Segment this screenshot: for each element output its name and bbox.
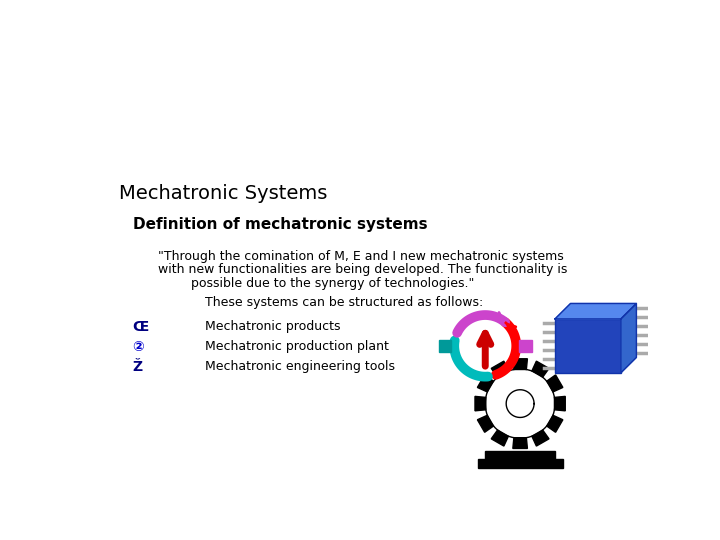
Text: Mechatronic engineering tools: Mechatronic engineering tools xyxy=(204,361,395,374)
Text: Ž: Ž xyxy=(132,361,143,374)
Polygon shape xyxy=(621,303,636,373)
Polygon shape xyxy=(532,430,549,446)
Polygon shape xyxy=(554,396,565,411)
Polygon shape xyxy=(546,415,563,433)
Polygon shape xyxy=(491,430,508,446)
Polygon shape xyxy=(477,415,493,433)
Polygon shape xyxy=(546,375,563,392)
Polygon shape xyxy=(555,303,636,319)
Polygon shape xyxy=(477,375,493,392)
Polygon shape xyxy=(475,396,486,411)
Text: Œ: Œ xyxy=(132,320,149,334)
Polygon shape xyxy=(513,438,528,448)
Polygon shape xyxy=(477,459,563,468)
Bar xyxy=(438,340,451,352)
Polygon shape xyxy=(485,369,555,438)
Text: ②: ② xyxy=(132,340,145,354)
Text: Definition of mechatronic systems: Definition of mechatronic systems xyxy=(132,217,427,232)
Text: These systems can be structured as follows:: These systems can be structured as follo… xyxy=(204,296,483,309)
Text: Mechatronic Systems: Mechatronic Systems xyxy=(120,184,328,203)
Polygon shape xyxy=(485,450,555,459)
Text: Mechatronic products: Mechatronic products xyxy=(204,320,340,333)
Text: "Through the comination of M, E and I new mechatronic systems: "Through the comination of M, E and I ne… xyxy=(158,249,564,262)
Bar xyxy=(519,340,532,352)
Polygon shape xyxy=(506,390,534,417)
Text: Mechatronic production plant: Mechatronic production plant xyxy=(204,340,389,354)
Text: possible due to the synergy of technologies.": possible due to the synergy of technolog… xyxy=(191,278,474,291)
Text: with new functionalities are being developed. The functionality is: with new functionalities are being devel… xyxy=(158,264,567,276)
Bar xyxy=(555,319,621,373)
Polygon shape xyxy=(491,361,508,377)
Polygon shape xyxy=(513,359,528,369)
Polygon shape xyxy=(532,361,549,377)
